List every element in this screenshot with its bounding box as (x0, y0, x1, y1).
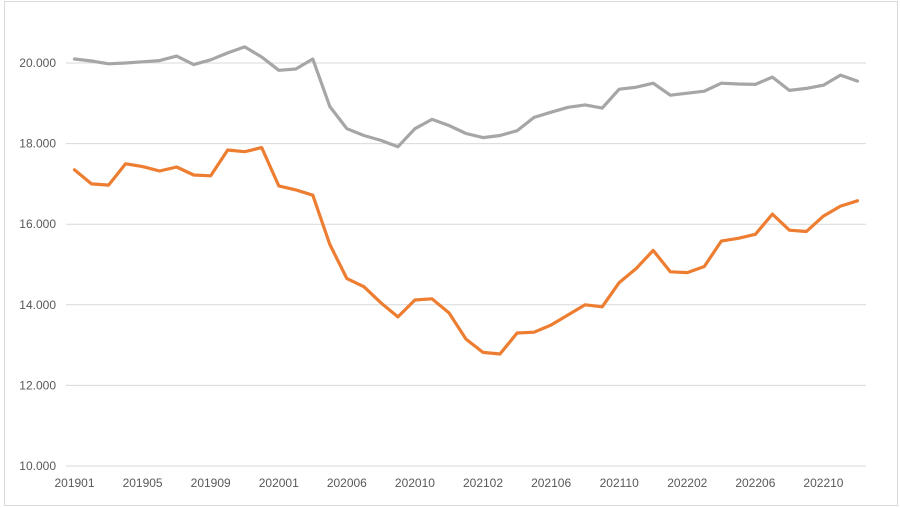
x-tick-label: 202102 (463, 476, 503, 490)
x-tick-label: 201901 (54, 476, 94, 490)
y-tick-label: 18.000 (19, 137, 56, 151)
series-line-orange-series (72, 146, 860, 356)
y-tick-label: 12.000 (19, 378, 56, 392)
x-tick-label: 201909 (191, 476, 231, 490)
y-tick-label: 16.000 (19, 217, 56, 231)
x-tick-label: 202206 (735, 476, 775, 490)
x-tick-label: 202202 (667, 476, 707, 490)
series-line-gray-series (72, 45, 860, 149)
y-tick-label: 20.000 (19, 56, 56, 70)
x-tick-label: 202006 (327, 476, 367, 490)
x-tick-label: 202001 (259, 476, 299, 490)
x-tick-label: 202110 (600, 476, 639, 490)
x-tick-label: 202106 (531, 476, 571, 490)
x-tick-label: 201905 (123, 476, 163, 490)
x-tick-label: 202010 (395, 476, 435, 490)
x-tick-label: 202210 (803, 476, 843, 490)
y-tick-label: 14.000 (19, 298, 56, 312)
chart-frame-border (4, 1, 898, 506)
y-tick-label: 10.000 (19, 459, 56, 473)
